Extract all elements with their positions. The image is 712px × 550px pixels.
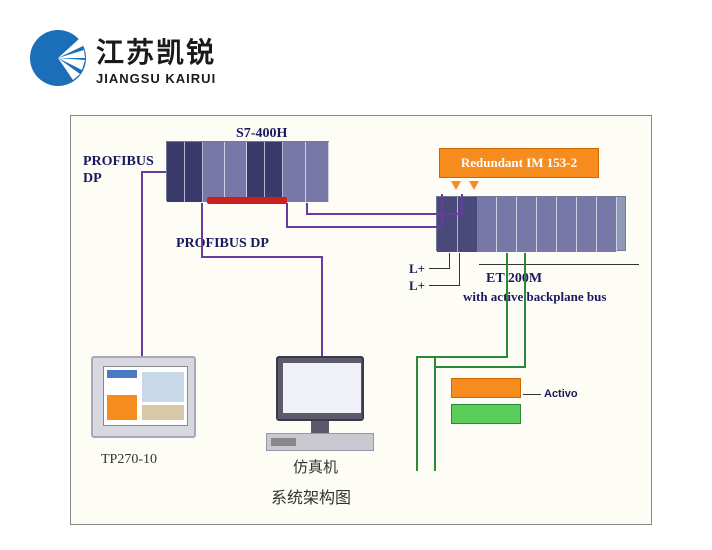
hmi-tp270 xyxy=(91,356,196,438)
label-hmi: TP270-10 xyxy=(101,452,157,468)
activo-box-1 xyxy=(451,378,521,398)
label-pc: 仿真机 xyxy=(293,456,338,477)
label-lplus-1: L+ xyxy=(409,261,425,277)
diagram-frame: S7-400H PROFIBUS DP Redundant IM 153-2 E… xyxy=(70,115,652,525)
arrow-redundant-2 xyxy=(469,181,479,190)
logo-area: 江苏凯锐 JIANGSU KAIRUI xyxy=(28,28,216,88)
arrow-redundant-1 xyxy=(451,181,461,190)
logo-english: JIANGSU KAIRUI xyxy=(96,71,216,86)
label-activo: Activo xyxy=(544,388,578,401)
plc-rack-s7400h xyxy=(166,141,329,201)
label-et200m: ET 200M xyxy=(486,271,542,288)
et200m-rack xyxy=(436,196,626,251)
diagram-caption: 系统架构图 xyxy=(271,484,351,508)
logo-icon xyxy=(28,28,88,88)
logo-chinese: 江苏凯锐 xyxy=(96,31,216,71)
pc-monitor xyxy=(276,356,364,421)
label-backplane: with active backplane bus xyxy=(463,289,606,305)
activo-box-2 xyxy=(451,404,521,424)
redundant-box: Redundant IM 153-2 xyxy=(439,148,599,178)
redundant-label: Redundant IM 153-2 xyxy=(461,155,577,171)
label-lplus-2: L+ xyxy=(409,278,425,294)
label-profibus-mid: PROFIBUS DP xyxy=(176,236,269,253)
